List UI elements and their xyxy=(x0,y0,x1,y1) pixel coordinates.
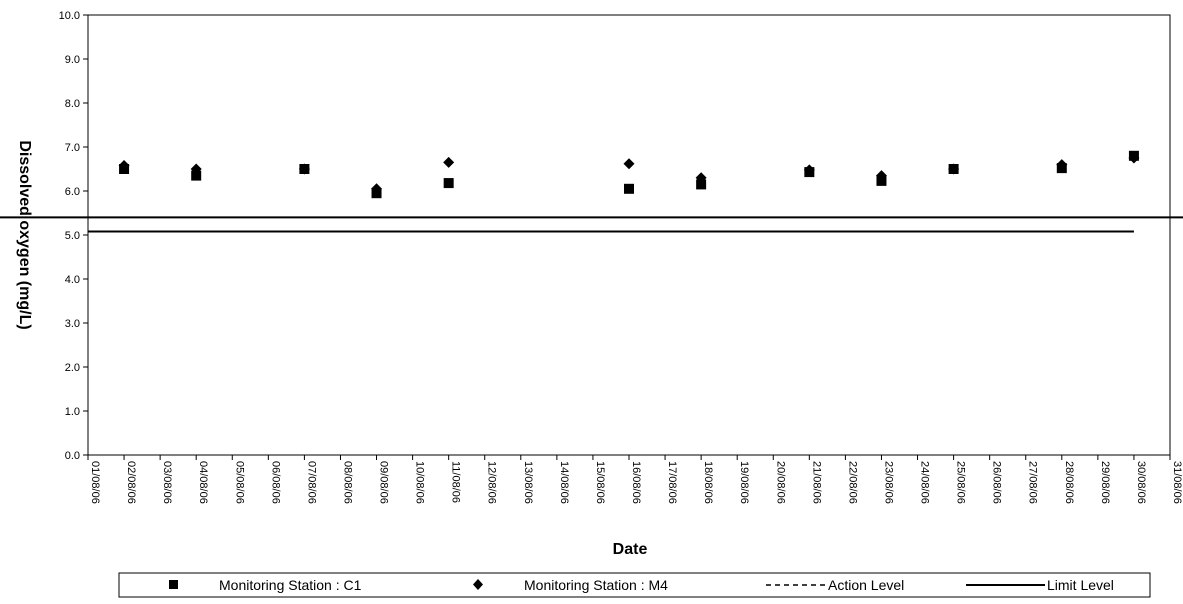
m4-marker xyxy=(695,172,707,184)
y-tick-label: 0.0 xyxy=(65,450,80,462)
data-markers xyxy=(118,150,1140,199)
x-tick-label: 20/08/06 xyxy=(774,461,786,504)
x-tick-label: 13/08/06 xyxy=(522,461,534,504)
m4-marker xyxy=(118,159,130,171)
x-tick-label: 14/08/06 xyxy=(558,461,570,504)
x-tick-label: 16/08/06 xyxy=(630,461,642,504)
x-tick-label: 31/08/06 xyxy=(1171,461,1183,504)
x-tick-label: 08/08/06 xyxy=(341,461,353,504)
c1-marker xyxy=(443,178,454,189)
y-axis-title: Dissolved oxygen (mg/L) xyxy=(16,140,33,329)
x-tick-label: 29/08/06 xyxy=(1099,461,1111,504)
x-tick-label: 24/08/06 xyxy=(919,461,931,504)
x-tick-label: 27/08/06 xyxy=(1027,461,1039,504)
legend-action-label: Action Level xyxy=(828,577,904,593)
x-tick-label: 28/08/06 xyxy=(1063,461,1075,504)
legend-m4-label: Monitoring Station : M4 xyxy=(524,577,668,593)
x-tick-label: 05/08/06 xyxy=(233,461,245,504)
x-tick-label: 11/08/06 xyxy=(450,461,462,503)
x-tick-label: 15/08/06 xyxy=(594,461,606,504)
m4-marker xyxy=(298,163,310,175)
x-tick-label: 17/08/06 xyxy=(666,461,678,504)
x-tick-label: 25/08/06 xyxy=(955,461,967,504)
legend: Monitoring Station : C1 Monitoring Stati… xyxy=(118,572,1151,598)
x-tick-label: 02/08/06 xyxy=(125,461,137,504)
m4-marker xyxy=(371,183,383,195)
plot-frame xyxy=(87,14,1171,456)
x-axis-ticks: 01/08/06 02/08/06 03/08/06 04/08/06 05/08/06… xyxy=(87,455,1183,504)
y-tick-label: 3.0 xyxy=(65,318,80,330)
m4-marker xyxy=(623,158,635,170)
x-tick-label: 12/08/06 xyxy=(486,461,498,504)
x-tick-label: 30/08/06 xyxy=(1135,461,1147,504)
y-tick-label: 10.0 xyxy=(59,10,80,22)
x-tick-label: 10/08/06 xyxy=(414,461,426,504)
y-tick-label: 6.0 xyxy=(65,186,80,198)
x-tick-label: 04/08/06 xyxy=(197,461,209,504)
x-tick-label: 06/08/06 xyxy=(269,461,281,504)
y-tick-label: 1.0 xyxy=(65,406,80,418)
plot-area xyxy=(87,14,1171,456)
c1-marker xyxy=(624,183,634,194)
m4-marker xyxy=(190,163,202,175)
y-tick-label: 8.0 xyxy=(65,98,80,110)
x-tick-label: 07/08/06 xyxy=(305,461,317,504)
legend-limit-label: Limit Level xyxy=(1047,577,1114,593)
x-tick-label: 18/08/06 xyxy=(702,461,714,504)
y-tick-label: 4.0 xyxy=(65,274,80,286)
x-axis-title: Date xyxy=(613,541,648,558)
x-tick-label: 09/08/06 xyxy=(378,461,390,504)
x-tick-label: 26/08/06 xyxy=(991,461,1003,504)
y-tick-label: 2.0 xyxy=(65,362,80,374)
legend-c1-label: Monitoring Station : C1 xyxy=(219,577,362,593)
x-tick-label: 21/08/06 xyxy=(810,461,822,504)
m4-marker xyxy=(875,170,887,182)
m4-marker xyxy=(948,163,960,175)
legend-m4-marker xyxy=(473,579,483,590)
m4-marker xyxy=(1128,152,1140,164)
x-tick-label: 22/08/06 xyxy=(846,461,858,504)
x-tick-label: 03/08/06 xyxy=(161,461,173,504)
legend-c1-marker xyxy=(169,580,178,589)
y-axis-ticks: 0.0 1.0 2.0 3.0 4.0 5.0 6.0 7.0 8.0 9.0 10.0 xyxy=(59,10,88,462)
x-tick-label: 01/08/06 xyxy=(89,461,101,504)
y-tick-label: 9.0 xyxy=(65,54,80,66)
m4-marker xyxy=(803,164,815,176)
c1-marker xyxy=(696,179,707,190)
x-tick-label: 19/08/06 xyxy=(738,461,750,504)
m4-marker xyxy=(1056,159,1068,171)
x-tick-label: 23/08/06 xyxy=(882,461,894,504)
m4-marker xyxy=(443,156,455,168)
y-tick-label: 5.0 xyxy=(65,230,80,242)
reference-lines xyxy=(0,216,1183,233)
c1-marker xyxy=(191,170,202,181)
y-tick-label: 7.0 xyxy=(65,142,80,154)
